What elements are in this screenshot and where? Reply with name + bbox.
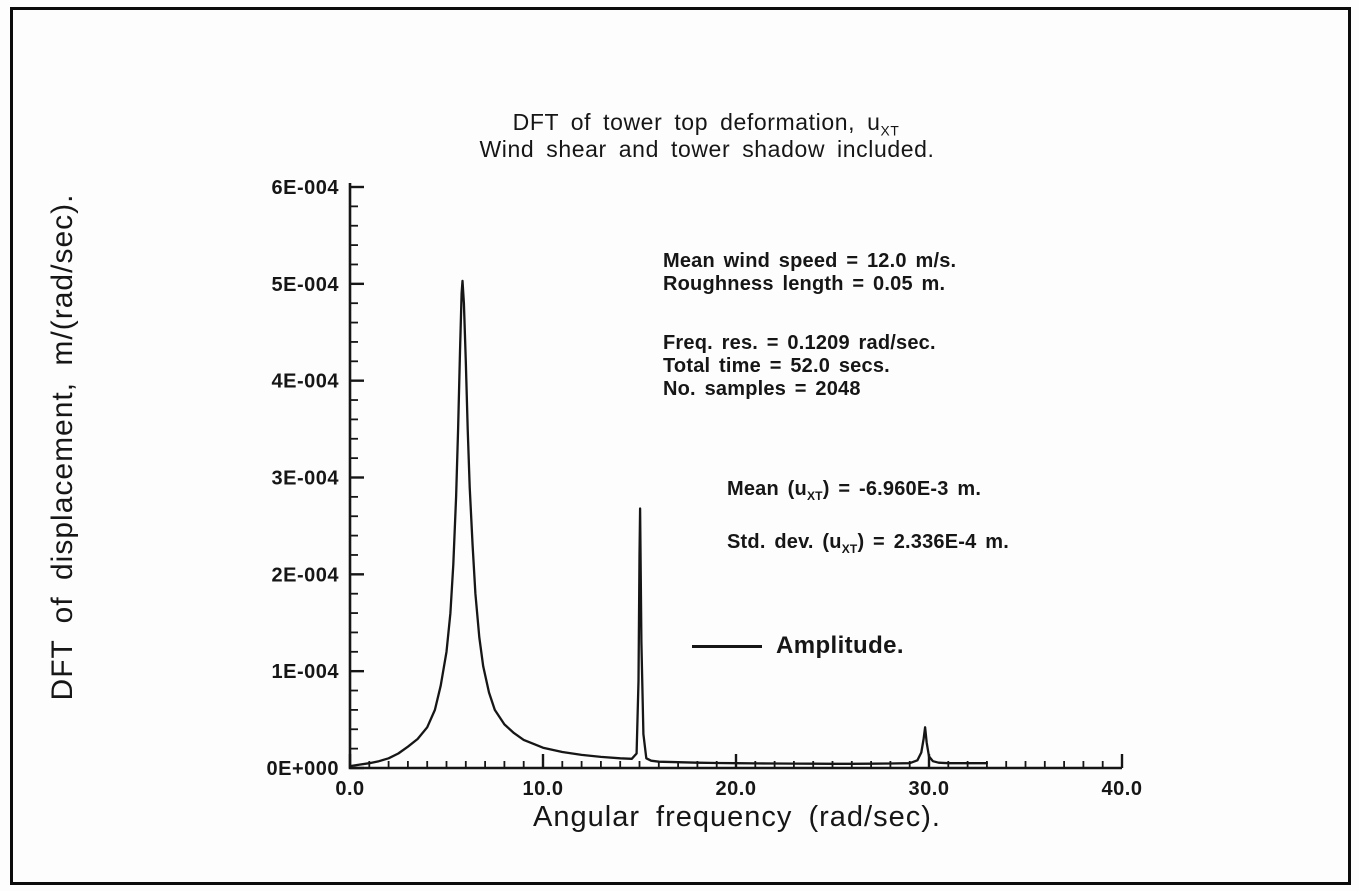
svg-text:20.0: 20.0 <box>716 778 757 800</box>
annotation-total-time: Total time = 52.0 secs. <box>663 355 890 377</box>
chart-subtitle: Wind shear and tower shadow included. <box>479 136 935 162</box>
svg-text:10.0: 10.0 <box>523 778 564 800</box>
legend-label: Amplitude. <box>776 632 904 659</box>
annotation-wind-block: Mean wind speed = 12.0 m/s. Roughness le… <box>663 250 956 296</box>
x-axis-label: Angular frequency (rad/sec). <box>533 801 941 833</box>
svg-text:40.0: 40.0 <box>1102 778 1143 800</box>
annotation-mean-displacement: Mean (uXT) = -6.960E-3 m. <box>727 478 982 503</box>
annotation-std-pre: Std. dev. (u <box>727 531 842 553</box>
annotation-num-samples: No. samples = 2048 <box>663 378 861 400</box>
svg-text:3E-004: 3E-004 <box>272 468 340 490</box>
chart-title-subscript: XT <box>880 123 900 139</box>
annotation-mean-subscript: XT <box>806 489 823 503</box>
annotation-mean-wind-speed: Mean wind speed = 12.0 m/s. <box>663 250 957 272</box>
svg-text:2E-004: 2E-004 <box>272 564 340 586</box>
svg-text:30.0: 30.0 <box>909 778 950 800</box>
annotation-roughness-length: Roughness length = 0.05 m. <box>663 273 946 295</box>
annotation-std-post: ) = 2.336E-4 m. <box>857 531 1009 553</box>
annotation-sampling-block: Freq. res. = 0.1209 rad/sec. Total time … <box>663 332 936 401</box>
svg-text:0.0: 0.0 <box>335 778 364 800</box>
svg-text:4E-004: 4E-004 <box>272 371 340 393</box>
svg-text:5E-004: 5E-004 <box>272 274 340 296</box>
annotation-mean-post: ) = -6.960E-3 m. <box>822 478 982 500</box>
annotation-std-dev: Std. dev. (uXT) = 2.336E-4 m. <box>727 531 1009 556</box>
y-axis-label: DFT of displacement, m/(rad/sec). <box>46 193 79 701</box>
annotation-freq-res: Freq. res. = 0.1209 rad/sec. <box>663 332 936 354</box>
chart-title-text: DFT of tower top deformation, u <box>512 109 881 135</box>
svg-text:6E-004: 6E-004 <box>272 177 340 199</box>
svg-text:0E+000: 0E+000 <box>266 758 339 780</box>
annotation-std-subscript: XT <box>841 542 858 556</box>
annotation-mean-pre: Mean (u <box>727 478 807 500</box>
chart-title: DFT of tower top deformation, uXT <box>512 109 900 139</box>
legend: Amplitude. <box>692 632 904 660</box>
legend-line-sample <box>692 644 762 648</box>
svg-text:1E-004: 1E-004 <box>272 661 340 683</box>
